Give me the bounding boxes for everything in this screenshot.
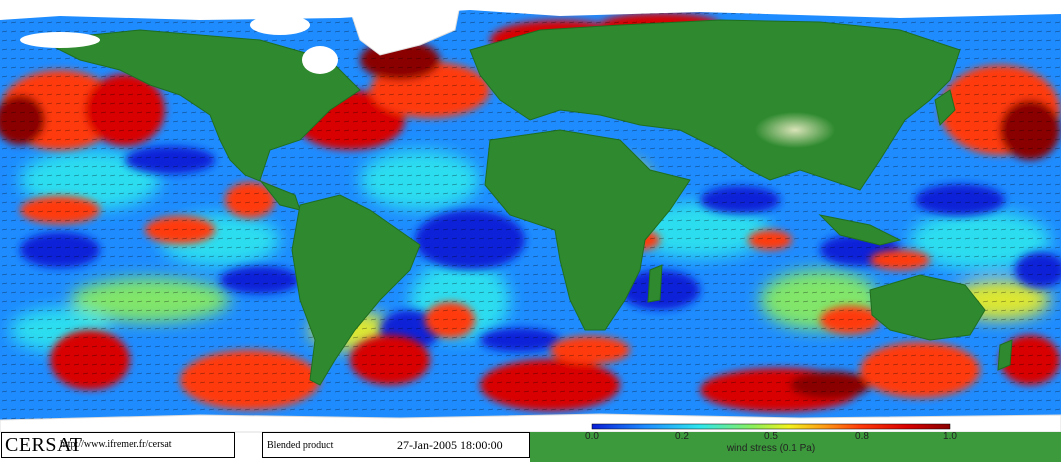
colorbar-tick-label: 1.0: [943, 431, 957, 442]
land-masses: [0, 4, 1061, 433]
logo-box: CERSAT http://www.ifremer.fr/cersat: [1, 432, 235, 458]
source-url: http://www.ifremer.fr/cersat: [60, 439, 172, 450]
colorbar-tick-label: 0.0: [585, 431, 599, 442]
island-new-zealand: [997, 339, 1013, 371]
tibetan-plateau: [755, 112, 835, 148]
continent-africa: [484, 129, 691, 331]
antarctica: [0, 413, 1061, 433]
arctic-ice: [0, 0, 1061, 74]
continent-australia: [869, 274, 986, 341]
island-japan: [934, 89, 956, 127]
islands-indonesia: [818, 214, 902, 246]
product-box: Blended product 27-Jan-2005 18:00:00: [262, 432, 530, 458]
brand-logo: CERSAT: [5, 434, 83, 456]
product-label: Blended product: [267, 440, 334, 451]
island-madagascar: [647, 264, 663, 303]
colorbar-title: wind stress (0.1 Pa): [726, 443, 816, 454]
continent-north-america: [38, 29, 361, 211]
bottom-land-strip: [530, 432, 1061, 462]
continent-south-america: [291, 194, 421, 386]
timestamp: 27-Jan-2005 18:00:00: [397, 438, 503, 452]
continent-eurasia: [469, 19, 961, 191]
colorbar-tick-label: 0.5: [764, 431, 778, 442]
colorbar-tick-label: 0.2: [675, 431, 689, 442]
colorbar-tick-label: 0.8: [855, 431, 869, 442]
colorbar-gradient: [591, 423, 951, 430]
